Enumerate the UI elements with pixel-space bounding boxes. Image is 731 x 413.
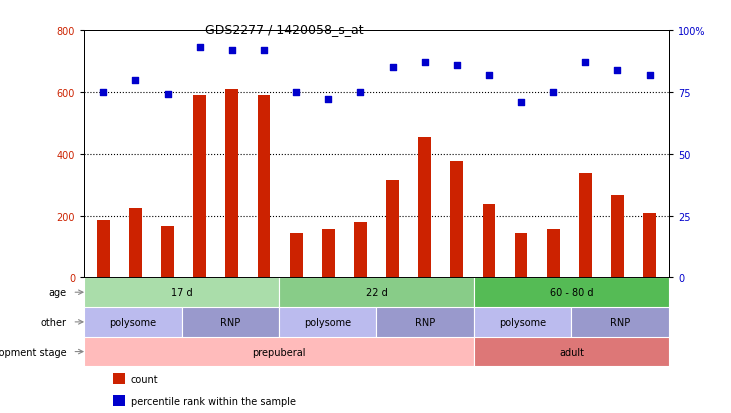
Bar xyxy=(482,204,496,278)
Point xyxy=(451,62,463,69)
Point xyxy=(580,60,591,66)
Text: RNP: RNP xyxy=(220,317,240,327)
Text: 60 - 80 d: 60 - 80 d xyxy=(550,287,593,297)
Point xyxy=(258,47,270,54)
Text: RNP: RNP xyxy=(610,317,630,327)
Point xyxy=(97,89,109,96)
Point xyxy=(162,92,173,98)
Bar xyxy=(84,278,279,307)
Text: polysome: polysome xyxy=(304,317,352,327)
Point xyxy=(612,67,624,74)
Point xyxy=(387,65,398,71)
Text: polysome: polysome xyxy=(109,317,156,327)
Text: 22 d: 22 d xyxy=(366,287,387,297)
Bar xyxy=(643,214,656,278)
Text: adult: adult xyxy=(559,347,584,357)
Bar xyxy=(418,138,431,278)
Bar xyxy=(84,278,669,364)
Bar xyxy=(97,221,110,278)
Text: percentile rank within the sample: percentile rank within the sample xyxy=(131,396,296,406)
Point xyxy=(644,72,656,79)
Point xyxy=(483,72,495,79)
Bar xyxy=(450,161,463,278)
Bar xyxy=(579,173,592,278)
Point xyxy=(290,89,302,96)
Bar xyxy=(279,307,376,337)
Bar xyxy=(354,223,367,278)
Text: prepuberal: prepuberal xyxy=(252,347,306,357)
Bar xyxy=(547,229,560,278)
Point xyxy=(355,89,366,96)
Bar xyxy=(225,90,238,278)
Bar xyxy=(193,96,206,278)
Bar xyxy=(572,307,669,337)
Point xyxy=(548,89,559,96)
Bar xyxy=(113,395,125,406)
Point xyxy=(129,77,141,83)
Bar xyxy=(279,278,474,307)
Bar xyxy=(386,180,399,278)
Point xyxy=(419,60,431,66)
Bar xyxy=(181,307,279,337)
Bar xyxy=(376,307,474,337)
Text: GDS2277 / 1420058_s_at: GDS2277 / 1420058_s_at xyxy=(205,23,363,36)
Text: 17 d: 17 d xyxy=(171,287,192,297)
Bar xyxy=(474,337,669,366)
Bar xyxy=(257,96,270,278)
Text: polysome: polysome xyxy=(499,317,546,327)
Bar xyxy=(515,234,528,278)
Bar xyxy=(322,229,335,278)
Bar xyxy=(129,208,142,278)
Bar xyxy=(611,196,624,278)
Bar xyxy=(84,307,181,337)
Bar xyxy=(474,307,572,337)
Point xyxy=(194,45,205,52)
Text: age: age xyxy=(48,287,67,297)
Bar xyxy=(474,278,669,307)
Bar xyxy=(161,227,174,278)
Point xyxy=(226,47,238,54)
Text: other: other xyxy=(40,317,67,327)
Bar xyxy=(84,337,474,366)
Text: RNP: RNP xyxy=(415,317,436,327)
Point xyxy=(515,99,527,106)
Bar xyxy=(113,373,125,384)
Text: count: count xyxy=(131,374,159,384)
Point xyxy=(322,97,334,103)
Text: development stage: development stage xyxy=(0,347,67,357)
Bar xyxy=(289,233,303,278)
